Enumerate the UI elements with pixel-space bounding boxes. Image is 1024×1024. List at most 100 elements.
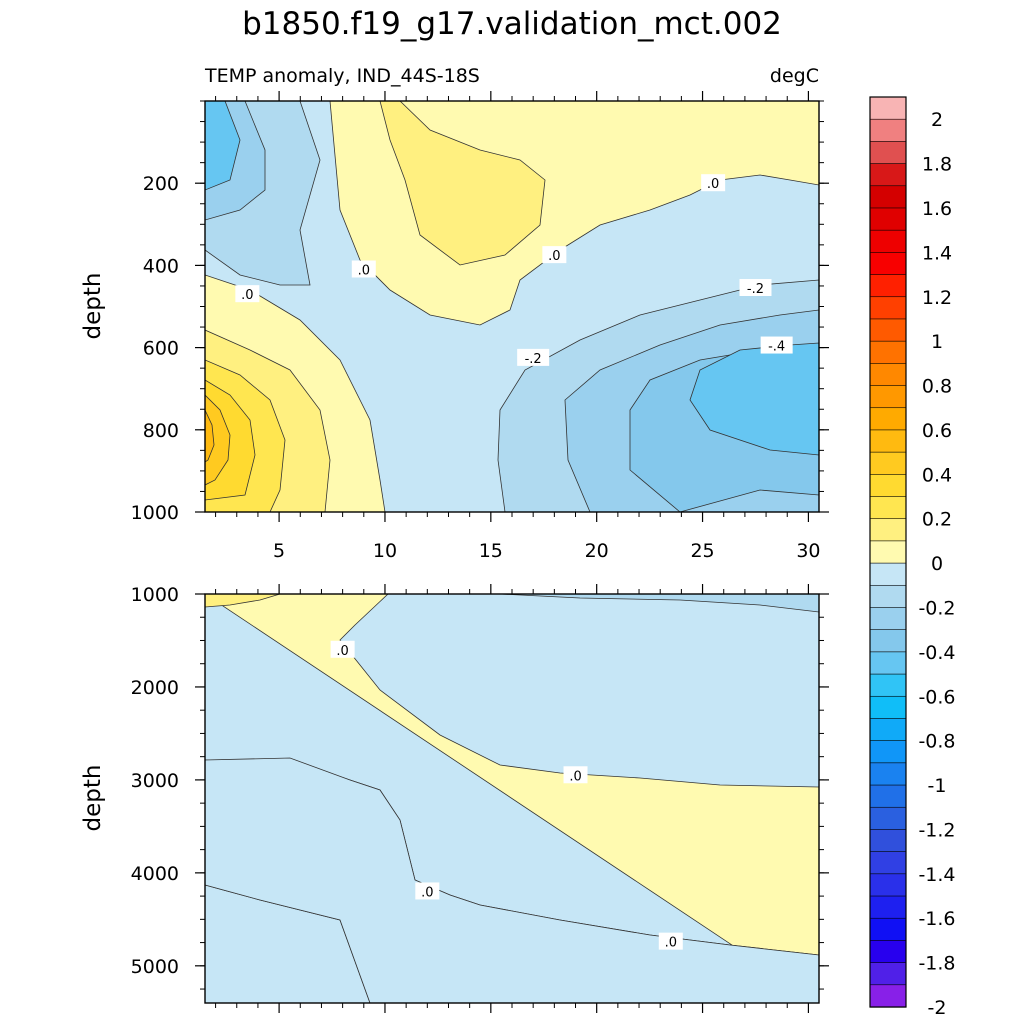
colorbar-label: -0.2 (918, 597, 955, 619)
colorbar-swatch (869, 318, 907, 342)
colorbar-swatch (869, 96, 907, 120)
colorbar-label: 0.6 (922, 420, 952, 442)
colorbar-frame (869, 96, 907, 1008)
colorbar-label: -1 (928, 775, 947, 797)
upper-y-axis-label: depth (80, 273, 106, 340)
colorbar-label: 1.2 (922, 287, 952, 309)
colorbar-label: 1.4 (922, 242, 952, 264)
colorbar-swatch (869, 451, 907, 475)
colorbar-swatch (869, 718, 907, 742)
variable-label: TEMP anomaly, IND_44S-18S (204, 65, 480, 87)
contour-label: .0 (707, 177, 719, 192)
contour-label-bg (701, 174, 726, 192)
contour-label: -.2 (525, 352, 542, 367)
x-tick-label: 10 (373, 540, 397, 562)
colorbar-swatch (869, 363, 907, 387)
colorbar-label: -1.6 (918, 908, 955, 930)
colorbar-label: 0 (931, 553, 943, 575)
x-tick-label: 25 (690, 540, 714, 562)
colorbar-swatch (869, 207, 907, 231)
contour-label-bg (330, 640, 355, 658)
contour-label: .0 (665, 936, 677, 951)
x-tick-label: 30 (796, 540, 820, 562)
colorbar-label: -1.4 (918, 864, 955, 886)
contour-label-bg (235, 285, 260, 303)
chart-title: b1850.f19_g17.validation_mct.002 (242, 6, 782, 42)
contour-label-bg (415, 882, 440, 900)
colorbar-swatch (869, 762, 907, 786)
contour-label-bg (542, 246, 567, 264)
contour-label-bg (658, 932, 683, 950)
colorbar-label: -1.8 (918, 953, 955, 975)
colorbar-label: 2 (931, 109, 943, 131)
lower-band-top-left (205, 594, 281, 608)
colorbar-swatch (869, 141, 907, 165)
contour-label: .0 (421, 885, 433, 900)
colorbar-swatch (869, 695, 907, 720)
colorbar-swatch (869, 296, 907, 320)
colorbar-swatch (869, 940, 907, 964)
colorbar-swatch (869, 629, 907, 653)
colorbar-swatch (869, 651, 907, 675)
contour-label: -.2 (747, 282, 764, 297)
colorbar-swatch (869, 562, 907, 586)
colorbar-swatch (869, 895, 907, 919)
colorbar-label: -2 (928, 997, 947, 1019)
colorbar-label: -1.2 (918, 819, 955, 841)
colorbar-label: 0.2 (922, 509, 952, 531)
contour-label-bg (517, 348, 550, 366)
colorbar-swatch (869, 806, 907, 831)
colorbar-label: -0.8 (918, 731, 955, 753)
colorbar-label: 0.8 (922, 376, 952, 398)
x-tick-label: 20 (585, 540, 609, 562)
colorbar-swatch (869, 851, 907, 875)
contour-label: .0 (336, 644, 348, 659)
colorbar-label: 1 (931, 331, 943, 353)
contour-label: .0 (241, 288, 253, 303)
lower-y-tick-label: 3000 (131, 770, 179, 792)
upper-band-left-neg3 (205, 101, 241, 191)
upper-y-tick-label: 200 (143, 173, 179, 195)
colorbar-label: -0.4 (918, 642, 955, 664)
colorbar-label: 1.6 (922, 198, 952, 220)
colorbar-swatch (869, 252, 907, 276)
upper-band-neg5 (689, 342, 819, 456)
upper-y-tick-label: 600 (143, 338, 179, 360)
colorbar-swatch (869, 607, 907, 631)
units-label: degC (770, 65, 819, 87)
colorbar-swatch (869, 873, 907, 897)
upper-y-tick-label: 1000 (131, 502, 179, 524)
colorbar-swatch (869, 917, 907, 942)
colorbar-swatch (869, 584, 907, 609)
lower-y-tick-label: 1000 (131, 584, 179, 606)
contour-label: .0 (548, 249, 560, 264)
contour-label-bg (760, 336, 793, 354)
x-tick-label: 15 (479, 540, 503, 562)
contour-label: -.4 (768, 340, 785, 355)
contour-label-bg (351, 260, 376, 278)
colorbar-swatch (869, 274, 907, 298)
colorbar-swatch (869, 118, 907, 142)
colorbar: 2 1.8 1.6 1.4 1.2 1 0.8 0.6 0.4 0.2 0 -0.2 -0.4 -0.6 -… (869, 96, 956, 1019)
upper-y-tick-label: 800 (143, 420, 179, 442)
colorbar-label: 0.4 (922, 464, 952, 486)
colorbar-swatch (869, 518, 907, 542)
lower-band-top-right-neg (499, 594, 819, 613)
lower-y-tick-label: 2000 (131, 677, 179, 699)
colorbar-swatch (869, 496, 907, 520)
upper-panel: 5 10 15 20 25 30 200 400 600 800 1000 .0 .0 .0 .0 -.2 -… (80, 91, 829, 562)
upper-axis-ticks: 5 10 15 20 25 30 200 400 600 800 1000 (131, 91, 829, 562)
colorbar-swatch (869, 229, 907, 253)
colorbar-swatch (869, 673, 907, 697)
lower-y-axis-label: depth (80, 765, 106, 832)
lower-panel: 1000 2000 3000 4000 5000 .0 .0 .0 .0 depth (80, 584, 829, 1013)
contour-label: .0 (358, 264, 370, 279)
colorbar-swatch (869, 429, 907, 453)
colorbar-swatch (869, 829, 907, 853)
upper-band-deep-pos6 (205, 409, 215, 463)
upper-band-deep-pos5 (205, 394, 231, 486)
colorbar-swatch (869, 474, 907, 498)
contour-label-bg (563, 766, 588, 784)
colorbar-swatch (869, 784, 907, 808)
lower-y-tick-label: 4000 (131, 863, 179, 885)
